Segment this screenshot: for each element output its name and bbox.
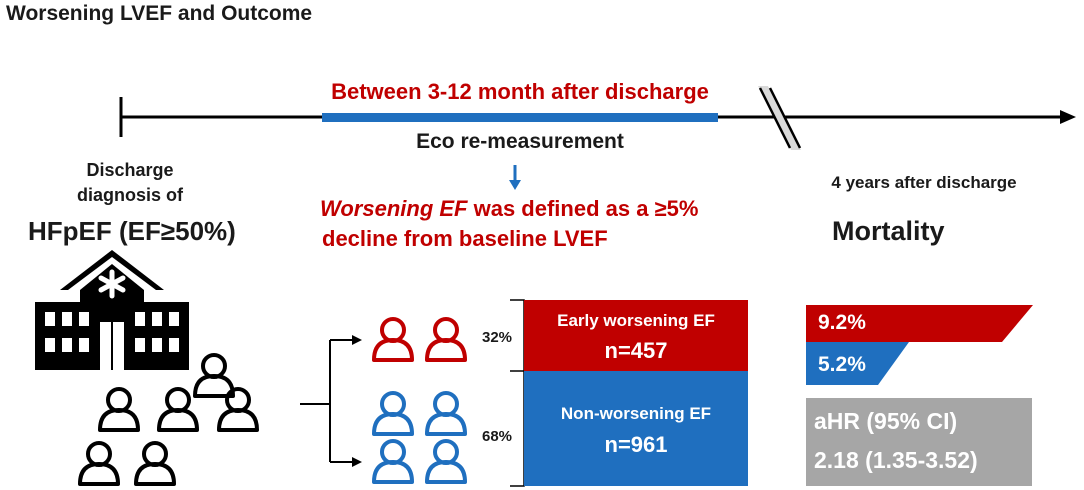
non-worsening-group-people (372, 391, 467, 484)
branch-connector (300, 339, 352, 463)
person-icon (372, 439, 414, 484)
person-icon (425, 439, 467, 484)
outcome-label: Mortality (832, 216, 945, 246)
mortality-early-value: 9.2% (818, 311, 866, 334)
hospital-icon (35, 250, 189, 370)
early-percent: 32% (482, 329, 513, 346)
timeline-arrowhead (1060, 110, 1076, 124)
person-icon (78, 441, 120, 486)
non-worsening-percent: 68% (482, 428, 513, 445)
arrow-down-icon (509, 165, 521, 190)
patient-crowd (78, 353, 259, 486)
non-worsening-group-name: Non-worsening EF (560, 404, 712, 423)
hfpef-diagnosis: HFpEF (EF≥50%) (28, 216, 236, 246)
early-group-name: Early worsening EF (557, 311, 715, 330)
early-group-people (372, 317, 467, 362)
mortality-non-worsening-value: 5.2% (818, 353, 866, 376)
early-group-n: n=457 (604, 338, 668, 363)
person-icon (193, 353, 235, 398)
person-icon (98, 387, 140, 432)
person-icon (134, 441, 176, 486)
hazard-ratio-label: aHR (95% CI) (814, 408, 958, 434)
hazard-ratio-box (806, 398, 1032, 486)
discharge-line2: diagnosis of (76, 185, 183, 205)
worsening-definition-line1: Worsening EF was defined as a ≥5% (320, 196, 780, 222)
worsening-term: Worsening EF (320, 196, 468, 221)
timeline (119, 86, 1076, 150)
worsening-definition-line2: decline from baseline LVEF (322, 226, 608, 251)
discharge-label: Discharge diagnosis of (60, 158, 200, 208)
followup-label: 4 years after discharge (831, 173, 1017, 192)
definition-rest: was defined as a ≥5% (467, 196, 699, 221)
branch-arrowhead-top (352, 335, 362, 345)
person-icon (372, 317, 414, 362)
person-icon (372, 391, 414, 436)
early-worsening-box (524, 300, 748, 371)
person-icon (157, 387, 199, 432)
timeline-break-icon (758, 86, 802, 150)
non-worsening-group-n: n=961 (604, 432, 668, 457)
proportion-bracket (510, 299, 525, 487)
discharge-line1: Discharge (86, 160, 174, 180)
non-worsening-box (524, 371, 748, 486)
measurement-label: Eco re-measurement (416, 130, 624, 153)
person-icon (425, 317, 467, 362)
page-title: Worsening LVEF and Outcome (6, 2, 313, 25)
mortality-bar-non-worsening (806, 342, 909, 385)
branch-arrowhead-bottom (352, 457, 362, 467)
person-icon (425, 391, 467, 436)
window-label: Between 3-12 month after discharge (331, 79, 709, 104)
hazard-ratio-value: 2.18 (1.35-3.52) (814, 447, 978, 473)
remeasurement-window-bar (322, 113, 718, 122)
mortality-bar-early (806, 305, 1033, 342)
